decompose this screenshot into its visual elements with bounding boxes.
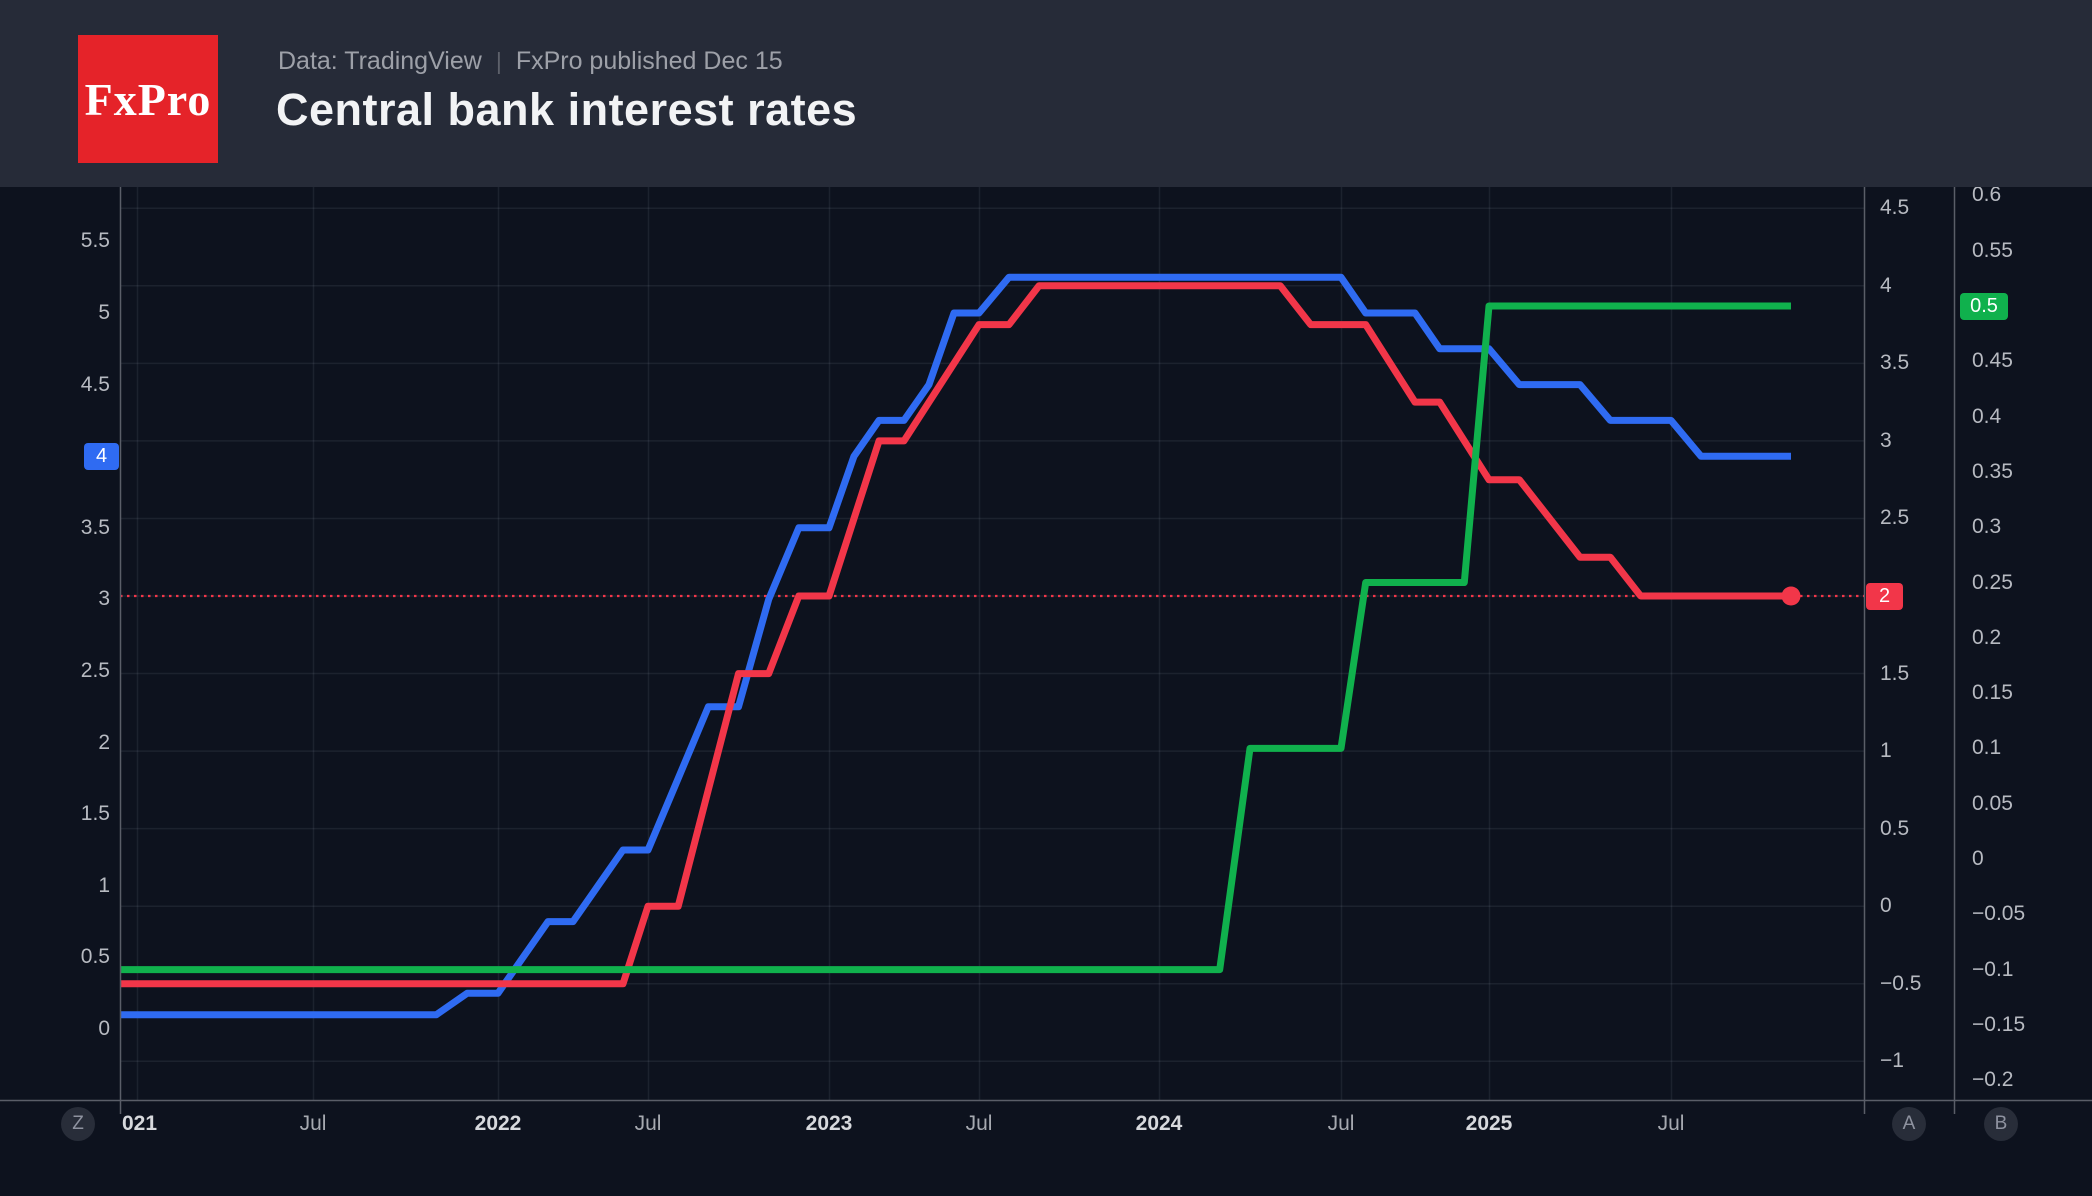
y-tick-label: 0 [1972,847,1984,870]
last-value-dot [1781,586,1801,606]
fxpro-logo: FxPro [78,35,218,163]
y-tick-label: −0.5 [1880,971,1922,995]
axis-frame [0,187,2092,1114]
y-tick-label: 0.6 [1972,183,2002,207]
green-value-badge: 0.5 [1960,292,2008,320]
x-tick-label: 2022 [474,1112,522,1135]
x-tick-label: Jul [965,1112,993,1135]
right-scale-a-button[interactable]: A [1892,1107,1926,1141]
chart-canvas[interactable] [0,187,2092,1196]
y-tick-label: 0.55 [1972,238,2013,262]
y-tick-label: 1.5 [1880,661,1910,685]
y-tick-label: 0 [98,1017,110,1040]
x-tick-label: Jul [1657,1112,1685,1135]
header: FxPro Data: TradingView | FxPro publishe… [0,0,2092,187]
chart-subtitle: Data: TradingView | FxPro published Dec … [278,47,783,76]
y-tick-label: 0.25 [1972,570,2013,594]
x-tick-label: Jul [1327,1112,1355,1135]
y-tick-label: 0.4 [1972,404,2002,428]
y-tick-label: 2.5 [80,659,110,682]
y-tick-label: 1 [1880,739,1892,763]
y-tick-label: 0.2 [1972,625,2002,649]
y-tick-label: 0.35 [1972,459,2013,483]
y-tick-label: 2 [98,730,110,754]
y-tick-label: 3.5 [1880,351,1910,375]
gridlines [120,187,1864,1100]
series-lines [120,273,1791,1019]
y-tick-label: 5.5 [80,229,110,253]
y-tick-label: −0.15 [1972,1012,2026,1036]
y-tick-label: 0.45 [1972,349,2013,373]
x-tick-label: Jul [634,1112,662,1135]
subtitle-published: FxPro published Dec 15 [515,47,783,75]
y-tick-label: 0.05 [1972,791,2013,815]
blue_line [120,273,1791,1019]
y-tick-label: 5 [98,301,110,324]
y-tick-label: 0 [1880,894,1892,918]
blue-value-badge: 4 [84,442,119,470]
red_line [120,282,1791,988]
y-tick-label: −0.1 [1972,957,2014,981]
y-tick-label: −1 [1880,1049,1904,1073]
green_line [120,302,1791,974]
y-tick-label: 1.5 [80,802,110,826]
right-scale-b-button[interactable]: B [1984,1107,2018,1141]
red-value-badge: 2 [1866,582,1903,610]
y-tick-label: 3 [1880,428,1892,452]
y-tick-label: 2.5 [1880,506,1910,530]
x-tick-label: 2025 [1465,1112,1513,1135]
y-tick-label: 1 [98,873,110,897]
y-tick-label: 0.5 [80,945,110,969]
left-scale-button[interactable]: Z [61,1107,95,1141]
x-tick-label: Jul [299,1112,327,1135]
x-tick-label: 2024 [1135,1112,1183,1135]
y-tick-label: 3.5 [80,515,110,539]
y-tick-label: 4.5 [80,372,110,396]
y-tick-label: 4.5 [1880,196,1910,220]
x-tick-label: 021 [122,1112,158,1135]
y-tick-label: 0.1 [1972,736,2002,760]
y-tick-label: 0.3 [1972,515,2002,539]
x-tick-label: 2023 [805,1112,853,1135]
fxpro-logo-text: FxPro [84,73,212,125]
y-tick-label: −0.2 [1972,1068,2014,1092]
y-tick-label: 3 [98,587,110,611]
subtitle-source: Data: TradingView [278,47,482,75]
y-tick-label: −0.05 [1972,902,2026,926]
y-tick-label: 0.5 [1880,816,1910,840]
red_line-end-dot [1781,586,1801,606]
y-tick-label: 0.15 [1972,681,2013,705]
chart-title: Central bank interest rates [276,84,858,135]
y-tick-label: 4 [1880,273,1892,297]
subtitle-separator: | [495,48,502,74]
